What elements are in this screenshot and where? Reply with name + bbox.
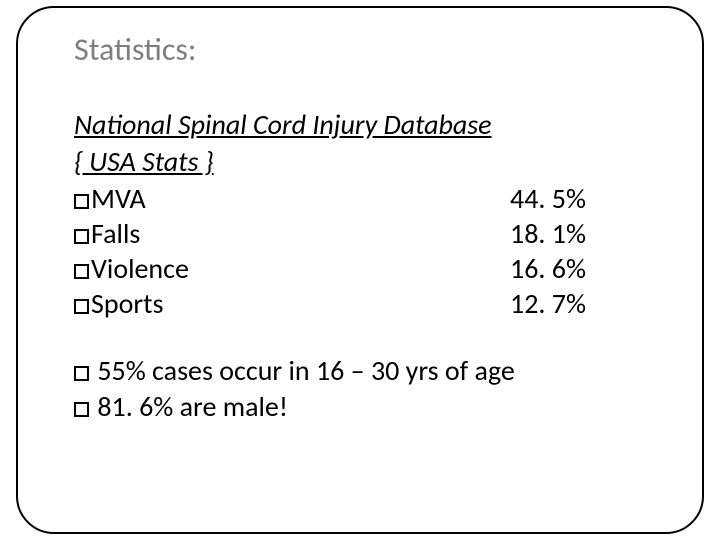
stat-value: 44. 5% — [510, 181, 586, 216]
stat-label: Violence — [74, 251, 189, 286]
square-bullet-icon — [74, 264, 89, 279]
note-text: 55% cases occur in 16 – 30 yrs of age — [91, 353, 515, 388]
stat-row: Falls 18. 1% — [74, 216, 646, 251]
subtitle-line-1: National Spinal Cord Injury Database — [74, 107, 646, 142]
slide-title: Statistics: — [74, 30, 646, 69]
stat-label: MVA — [74, 181, 146, 216]
note-text: 81. 6% are male! — [91, 389, 288, 424]
stat-label-text: MVA — [91, 181, 146, 216]
slide-frame: Statistics: National Spinal Cord Injury … — [16, 6, 704, 534]
square-bullet-icon — [74, 194, 89, 209]
square-bullet-icon — [74, 366, 89, 381]
note-row: 55% cases occur in 16 – 30 yrs of age — [74, 353, 646, 389]
stat-row: MVA 44. 5% — [74, 181, 646, 216]
square-bullet-icon — [74, 402, 89, 417]
stat-value: 12. 7% — [510, 286, 586, 321]
stat-row: Sports 12. 7% — [74, 286, 646, 321]
stat-label-text: Sports — [91, 286, 163, 321]
stat-label-text: Falls — [91, 216, 140, 251]
notes-block: 55% cases occur in 16 – 30 yrs of age 81… — [74, 353, 646, 426]
stat-row: Violence 16. 6% — [74, 251, 646, 286]
stat-label: Falls — [74, 216, 140, 251]
note-row: 81. 6% are male! — [74, 389, 646, 425]
stat-label: Sports — [74, 286, 163, 321]
square-bullet-icon — [74, 229, 89, 244]
subtitle-line-2: { USA Stats } — [74, 144, 646, 179]
stat-label-text: Violence — [91, 251, 189, 286]
square-bullet-icon — [74, 299, 89, 314]
stat-value: 18. 1% — [510, 216, 586, 251]
stat-value: 16. 6% — [510, 251, 586, 286]
